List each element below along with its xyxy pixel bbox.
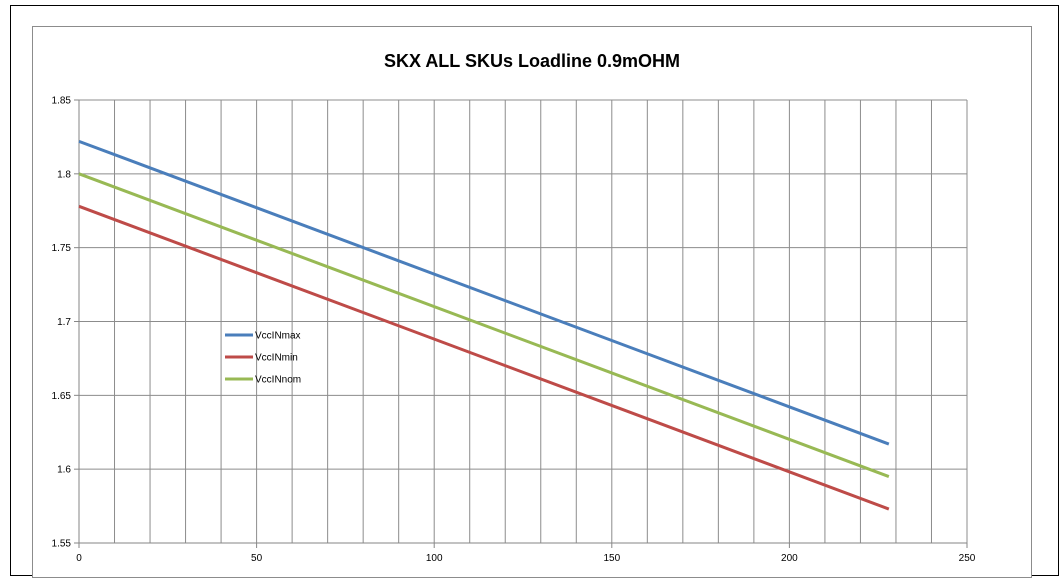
y-tick-label: 1.55: [52, 539, 72, 550]
x-tick-label: 150: [603, 553, 620, 564]
x-axis-ticks: 0 50 100 150 200 250: [76, 543, 976, 564]
legend: VccINmax VccINmin VccINnom: [225, 331, 301, 386]
y-tick-label: 1.85: [52, 96, 72, 107]
x-tick-label: 100: [426, 553, 443, 564]
y-tick-label: 1.65: [52, 391, 72, 402]
series-line-vccinnom: [78, 172, 890, 478]
y-tick-label: 1.7: [57, 317, 71, 328]
x-tick-label: 200: [781, 553, 798, 564]
x-tick-label: 250: [959, 553, 976, 564]
legend-label-vccinnom: VccINnom: [255, 375, 301, 386]
y-tick-label: 1.75: [52, 243, 72, 254]
series-line-vccinmax: [78, 139, 890, 446]
series-lines: [78, 139, 890, 511]
legend-label-vccinmax: VccINmax: [255, 331, 301, 342]
chart-title: SKX ALL SKUs Loadline 0.9mOHM: [384, 51, 680, 71]
series-line-vccinmin: [78, 204, 890, 511]
y-tick-label: 1.6: [57, 465, 71, 476]
gridlines: [79, 99, 968, 543]
x-tick-label: 0: [76, 553, 82, 564]
x-tick-label: 50: [251, 553, 263, 564]
chart-area: [32, 26, 1032, 578]
y-tick-label: 1.8: [57, 169, 71, 180]
legend-label-vccinmin: VccINmin: [255, 353, 298, 364]
y-axis-ticks: 1.55 1.6 1.65 1.7 1.75 1.8 1.85: [52, 96, 79, 550]
